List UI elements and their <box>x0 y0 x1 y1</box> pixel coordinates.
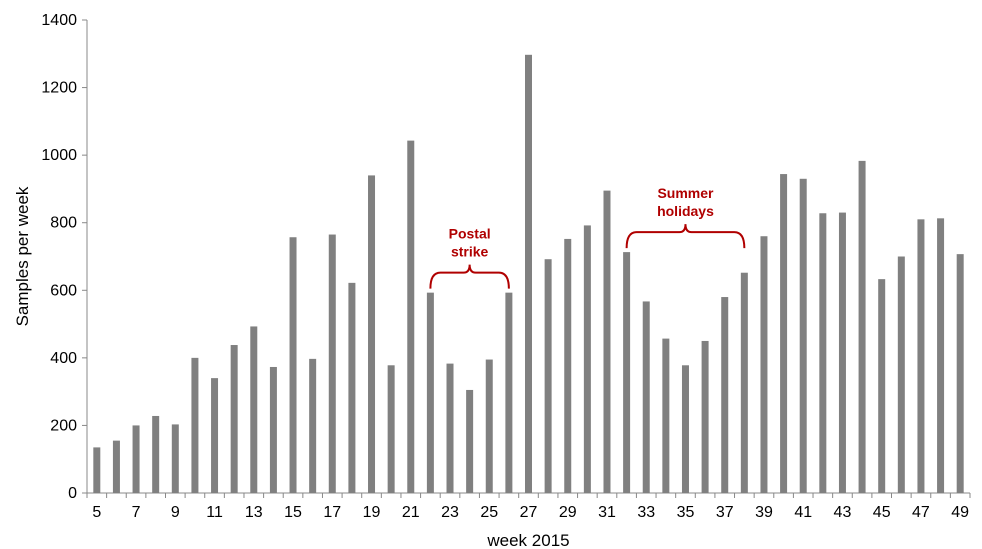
x-tick-label: 35 <box>677 504 695 521</box>
bar-week-26 <box>505 292 513 493</box>
bar-week-24 <box>466 389 474 493</box>
bar-week-20 <box>387 365 395 493</box>
bar-week-14 <box>269 366 277 493</box>
bar-week-31 <box>603 190 611 493</box>
bar-week-49 <box>956 254 964 493</box>
y-tick-label: 1200 <box>41 80 77 97</box>
x-tick-label: 39 <box>755 504 773 521</box>
bar-week-48 <box>937 218 945 493</box>
annotation-text: Summer <box>657 185 714 201</box>
x-tick-label: 47 <box>912 504 930 521</box>
y-tick-label: 0 <box>68 485 77 502</box>
bar-week-29 <box>564 238 572 493</box>
bar-week-13 <box>250 326 258 493</box>
bar-week-28 <box>544 259 552 493</box>
bar-week-35 <box>681 365 689 493</box>
bar-week-5 <box>93 447 101 493</box>
bar-week-30 <box>583 225 591 493</box>
annotation-text: strike <box>451 244 489 260</box>
bar-week-27 <box>525 54 532 493</box>
bar-week-40 <box>780 174 788 493</box>
bar-week-23 <box>446 363 454 493</box>
bar-week-33 <box>642 301 650 493</box>
x-tick-label: 31 <box>598 504 616 521</box>
bar-week-15 <box>289 237 297 493</box>
bar-week-43 <box>838 212 846 494</box>
x-tick-label: 41 <box>794 504 812 521</box>
x-tick-label: 23 <box>441 504 459 521</box>
x-tick-label: 9 <box>171 504 180 521</box>
bar-week-34 <box>662 338 670 493</box>
y-axis-ticks: 0 200 400 600 800 1000 1200 1400 <box>41 12 87 502</box>
bar-week-10 <box>191 357 199 493</box>
bar-week-37 <box>721 297 729 493</box>
bar-week-12 <box>230 345 238 493</box>
bar-week-42 <box>819 213 827 494</box>
annotation-brace <box>429 264 510 289</box>
y-tick-label: 600 <box>50 282 77 299</box>
bar-week-38 <box>740 272 748 493</box>
x-tick-label: 11 <box>206 504 223 521</box>
y-tick-label: 800 <box>50 215 77 232</box>
bar-week-18 <box>348 282 356 493</box>
x-tick-label: 15 <box>284 504 302 521</box>
bar-week-36 <box>701 340 709 493</box>
bar-week-44 <box>858 160 866 494</box>
bar-week-25 <box>485 359 493 493</box>
x-tick-label: 29 <box>559 504 577 521</box>
y-tick-label: 1000 <box>41 147 77 164</box>
bar-week-22 <box>426 292 434 493</box>
bar-week-21 <box>407 140 415 494</box>
bar-week-6 <box>112 440 120 493</box>
bar-week-46 <box>897 256 905 493</box>
y-axis-title: Samples per week <box>13 186 32 326</box>
annotation-brace <box>625 224 746 249</box>
x-axis-ticks: 5 7 9 11 13 15 17 19 21 23 25 27 29 31 33 35 37 39 41 43 45 4… <box>86 493 971 521</box>
x-axis-title: week 2015 <box>486 531 569 549</box>
bars <box>93 54 964 494</box>
x-tick-label: 13 <box>245 504 263 521</box>
bar-week-41 <box>799 178 807 494</box>
x-tick-label: 25 <box>480 504 498 521</box>
x-tick-label: 19 <box>363 504 381 521</box>
x-tick-label: 45 <box>873 504 891 521</box>
bar-week-11 <box>211 378 219 493</box>
bar-week-47 <box>917 219 925 494</box>
annotation-text: Postal <box>449 226 491 242</box>
bar-week-17 <box>328 234 336 493</box>
bar-week-32 <box>623 252 631 493</box>
bar-week-9 <box>171 424 179 493</box>
bar-week-8 <box>152 415 160 493</box>
bar-week-39 <box>760 236 768 493</box>
bar-week-19 <box>368 175 376 493</box>
x-tick-label: 27 <box>520 504 538 521</box>
y-tick-label: 400 <box>50 350 77 367</box>
x-tick-label: 37 <box>716 504 734 521</box>
annotation-text: holidays <box>657 203 714 219</box>
x-tick-label: 5 <box>92 504 101 521</box>
bar-week-7 <box>132 425 140 493</box>
annotations: Postal strike Summer holidays <box>429 185 746 289</box>
x-tick-label: 33 <box>637 504 655 521</box>
bar-week-16 <box>309 358 317 493</box>
x-tick-label: 43 <box>834 504 852 521</box>
bar-week-45 <box>878 279 886 493</box>
x-tick-label: 49 <box>951 504 969 521</box>
x-tick-label: 17 <box>323 504 341 521</box>
x-tick-label: 21 <box>402 504 420 521</box>
x-tick-label: 7 <box>132 504 141 521</box>
y-tick-label: 200 <box>50 417 77 434</box>
y-tick-label: 1400 <box>41 12 77 29</box>
